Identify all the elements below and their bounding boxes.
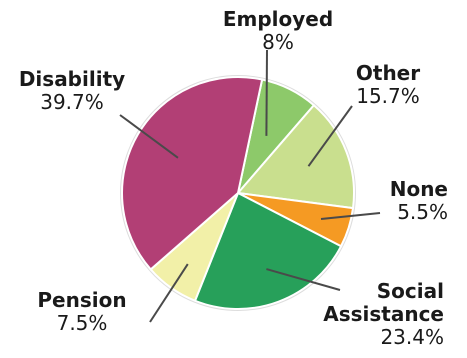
leader-line-disability bbox=[119, 114, 179, 159]
slice-value-social-assistance: 23.4% bbox=[380, 325, 444, 349]
slice-disability bbox=[121, 76, 264, 271]
slice-value-none: 5.5% bbox=[397, 200, 448, 224]
slice-label-none: None bbox=[390, 177, 448, 201]
leader-line-social-assistance bbox=[266, 268, 341, 291]
slice-label-pension: Pension bbox=[37, 288, 126, 312]
leader-line-other bbox=[307, 105, 353, 167]
slice-label-social-assistance: Social bbox=[377, 279, 444, 303]
slice-label-social-assistance: Assistance bbox=[323, 302, 444, 326]
slice-label-disability: Disability bbox=[19, 67, 125, 91]
slice-label-employed: Employed bbox=[223, 7, 333, 31]
pie-slices bbox=[121, 76, 355, 310]
slice-value-employed: 8% bbox=[262, 30, 294, 54]
slice-value-other: 15.7% bbox=[356, 84, 420, 108]
slice-other bbox=[236, 103, 355, 210]
leader-line-pension bbox=[149, 263, 189, 323]
leader-line-none bbox=[320, 212, 381, 221]
slice-value-pension: 7.5% bbox=[57, 311, 108, 335]
leader-lines bbox=[119, 49, 381, 323]
leader-line-employed bbox=[265, 49, 268, 136]
slice-label-other: Other bbox=[356, 61, 420, 85]
slice-value-disability: 39.7% bbox=[40, 90, 104, 114]
